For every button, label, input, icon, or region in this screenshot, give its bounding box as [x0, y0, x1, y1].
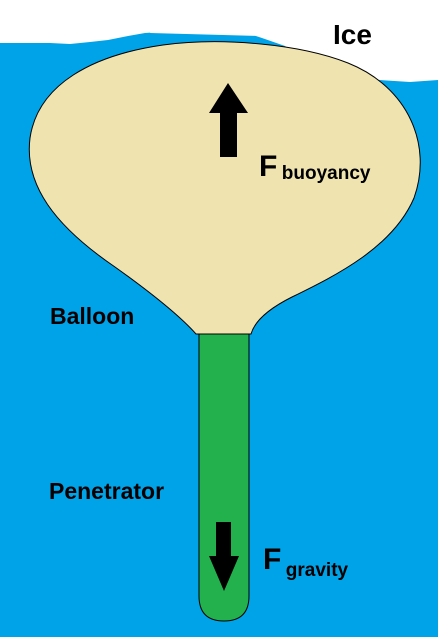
penetrator-body: [198, 329, 250, 622]
gravity-force-label: F gravity: [263, 543, 349, 581]
buoyancy-force-subscript: buoyancy: [282, 163, 371, 184]
down-arrow-icon: [209, 522, 239, 591]
buoyancy-force-symbol: F: [259, 150, 277, 183]
ice-peaks: [150, 0, 415, 36]
balloon-body: [28, 41, 421, 335]
balloon-label: Balloon: [50, 303, 134, 329]
up-arrow-icon: [209, 83, 248, 157]
penetrator-label: Penetrator: [49, 478, 164, 504]
ice-label: Ice: [333, 19, 372, 50]
gravity-force-symbol: F: [263, 543, 281, 576]
buoyancy-force-label: F buoyancy: [259, 150, 371, 184]
gravity-force-subscript: gravity: [286, 560, 349, 581]
